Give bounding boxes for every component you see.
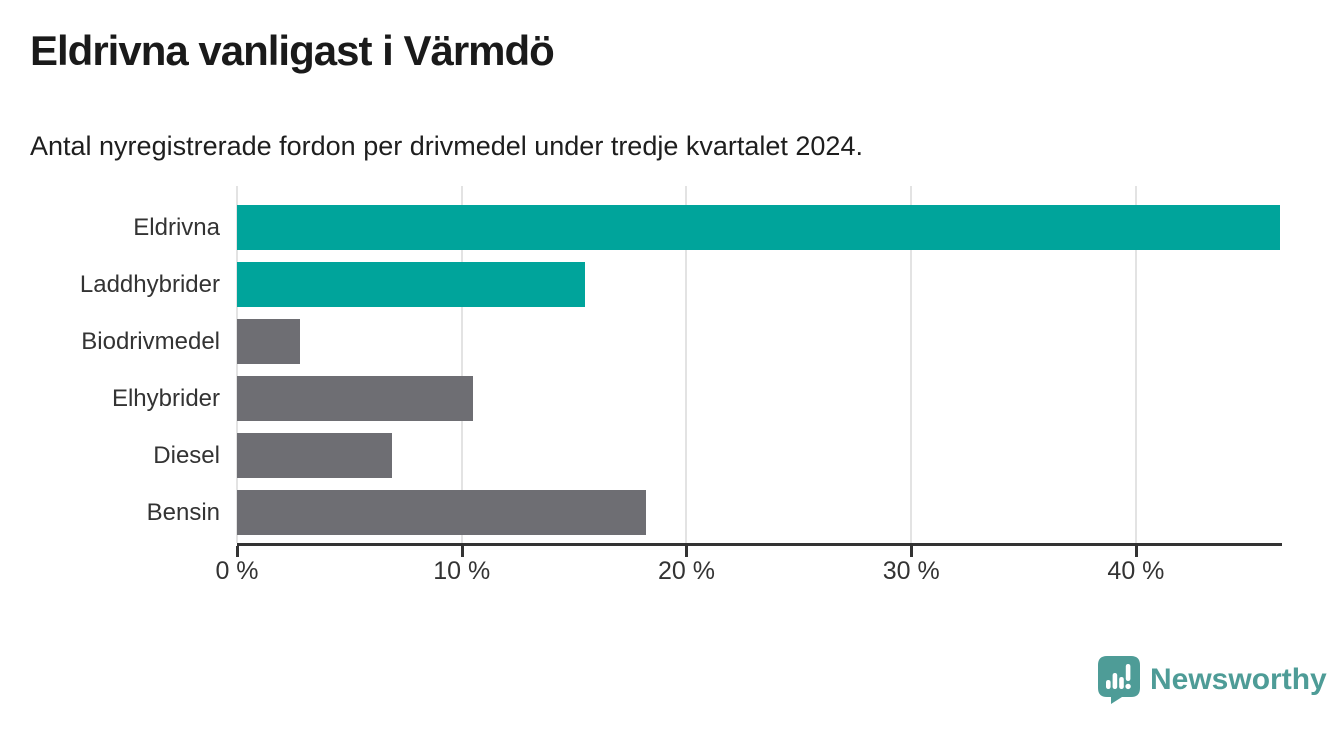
x-axis-tick (1134, 546, 1138, 557)
brand-name-label: Newsworthy (1150, 663, 1327, 696)
x-axis-tick-label: 40 % (1107, 557, 1165, 585)
gridline (460, 186, 463, 543)
bar-eldrivna (237, 204, 1280, 250)
bar-biodrivmedel (237, 318, 300, 364)
gridline (685, 186, 688, 543)
x-axis-tick (910, 546, 914, 557)
category-label: Bensin (146, 498, 220, 526)
x-axis-tick-label: 30 % (882, 557, 940, 585)
brand-footer: Newsworthy (1098, 656, 1327, 704)
plot-area: 0 % 10 % 20 % 30 % 40 % (215, 186, 1282, 585)
category-label: Biodrivmedel (81, 327, 220, 355)
x-axis-tick (236, 546, 239, 557)
chart-subtitle: Antal nyregistrerade fordon per drivmede… (30, 131, 863, 161)
bar-diesel (237, 432, 393, 478)
x-axis-tick-label: 0 % (215, 557, 259, 585)
category-label: Diesel (153, 441, 220, 469)
x-axis-tick-label: 10 % (433, 557, 491, 585)
gridline (236, 186, 238, 543)
bar-bensin (237, 489, 646, 535)
category-label: Elhybrider (111, 384, 220, 412)
bar-laddhybrider (237, 261, 586, 307)
x-axis-tick (460, 546, 464, 557)
gridline (1134, 186, 1137, 543)
chart-title: Eldrivna vanligast i Värmdö (30, 27, 555, 74)
bar-elhybrider (237, 375, 473, 421)
x-axis-tick (685, 546, 689, 557)
category-label: Eldrivna (133, 213, 220, 241)
category-axis: Eldrivna Laddhybrider Biodrivmedel Elhybrid… (0, 186, 220, 543)
gridline (910, 186, 913, 543)
x-axis-tick-label: 20 % (657, 557, 715, 585)
category-label: Laddhybrider (79, 270, 220, 298)
newsworthy-logo-icon (1098, 656, 1140, 704)
